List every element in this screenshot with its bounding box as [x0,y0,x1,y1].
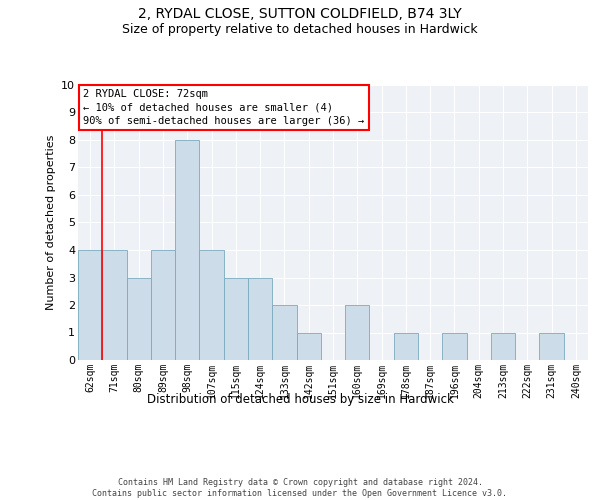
Y-axis label: Number of detached properties: Number of detached properties [46,135,56,310]
Bar [491,332,515,360]
Bar [102,250,127,360]
Bar [127,278,151,360]
Text: 2, RYDAL CLOSE, SUTTON COLDFIELD, B74 3LY: 2, RYDAL CLOSE, SUTTON COLDFIELD, B74 3L… [138,8,462,22]
Bar [296,332,321,360]
Bar [78,250,102,360]
Bar [151,250,175,360]
Bar [539,332,564,360]
Bar [199,250,224,360]
Bar [345,305,370,360]
Bar [272,305,296,360]
Text: 2 RYDAL CLOSE: 72sqm
← 10% of detached houses are smaller (4)
90% of semi-detach: 2 RYDAL CLOSE: 72sqm ← 10% of detached h… [83,89,364,126]
Bar [248,278,272,360]
Text: Size of property relative to detached houses in Hardwick: Size of property relative to detached ho… [122,22,478,36]
Bar [442,332,467,360]
Text: Contains HM Land Registry data © Crown copyright and database right 2024.
Contai: Contains HM Land Registry data © Crown c… [92,478,508,498]
Bar [224,278,248,360]
Bar [175,140,199,360]
Bar [394,332,418,360]
Text: Distribution of detached houses by size in Hardwick: Distribution of detached houses by size … [146,392,454,406]
